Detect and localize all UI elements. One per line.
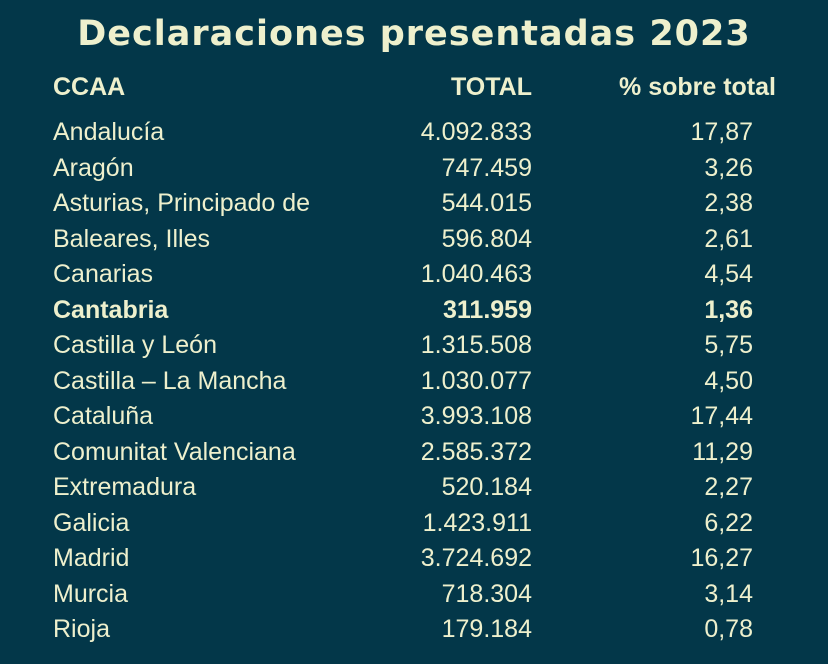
cell-ccaa: Murcia (53, 579, 129, 608)
cell-total: 1.315.508 (420, 331, 532, 359)
cell-total: 596.804 (441, 224, 532, 253)
table-row: Rioja 179.184 0,78 (0, 613, 828, 649)
cell-ccaa: Galicia (53, 508, 130, 537)
table-row: Aragón 747.459 3,26 (0, 152, 828, 188)
cell-total: 179.184 (441, 615, 532, 643)
cell-total: 1.040.463 (420, 260, 532, 288)
cell-ccaa: Asturias, Principado de (53, 189, 311, 217)
cell-total: 544.015 (441, 189, 532, 217)
cell-total: 311.959 (443, 295, 532, 324)
table-row: Andalucía 4.092.833 17,87 (0, 116, 828, 152)
table-row: Asturias, Principado de 544.015 2,38 (0, 187, 828, 223)
cell-total: 3.993.108 (420, 402, 532, 430)
cell-ccaa: Castilla – La Mancha (53, 366, 287, 395)
table-row: Baleares, Illes 596.804 2,61 (0, 223, 828, 259)
cell-total: 747.459 (441, 153, 532, 182)
cell-percent: 17,44 (690, 402, 753, 430)
cell-total: 718.304 (441, 579, 532, 608)
cell-total: 1.030.077 (420, 366, 532, 395)
cell-percent: 3,26 (704, 153, 753, 182)
table-row: Madrid 3.724.692 16,27 (0, 542, 828, 578)
table-row: Extremadura 520.184 2,27 (0, 471, 828, 507)
cell-percent: 4,54 (704, 260, 753, 288)
cell-percent: 1,36 (704, 295, 753, 324)
column-header-percent: % sobre total (619, 73, 776, 101)
cell-ccaa: Madrid (53, 544, 130, 572)
cell-total: 1.423.911 (422, 508, 532, 537)
cell-percent: 2,38 (704, 189, 753, 217)
cell-percent: 5,75 (704, 331, 753, 359)
column-header-ccaa: CCAA (53, 73, 126, 101)
column-header-total: TOTAL (450, 73, 532, 101)
cell-ccaa: Castilla y León (53, 331, 217, 359)
cell-ccaa: Cataluña (53, 402, 154, 430)
table-title: Declaraciones presentadas 2023 (77, 14, 751, 54)
cell-total: 520.184 (441, 473, 532, 501)
cell-percent: 6,22 (704, 508, 753, 537)
cell-total: 4.092.833 (420, 118, 532, 146)
cell-percent: 3,14 (704, 579, 753, 608)
cell-percent: 11,29 (692, 437, 753, 466)
table-row: Castilla y León 1.315.508 5,75 (0, 329, 828, 365)
table-row: Castilla – La Mancha 1.030.077 4,50 (0, 365, 828, 401)
cell-ccaa: Aragón (53, 153, 134, 182)
cell-ccaa: Cantabria (53, 295, 169, 324)
cell-total: 3.724.692 (420, 544, 532, 572)
cell-ccaa: Rioja (53, 615, 110, 643)
cell-ccaa: Extremadura (53, 473, 197, 501)
table-body: Andalucía 4.092.833 17,87 Aragón 747.459 3,26… (0, 116, 828, 649)
cell-ccaa: Andalucía (53, 118, 165, 146)
table-row: Comunitat Valenciana 2.585.372 11,29 (0, 436, 828, 472)
table-row: Galicia 1.423.911 6,22 (0, 507, 828, 543)
table-row: Murcia 718.304 3,14 (0, 578, 828, 614)
cell-ccaa: Baleares, Illes (53, 224, 211, 253)
cell-ccaa: Canarias (53, 260, 154, 288)
cell-percent: 17,87 (690, 118, 753, 146)
cell-percent: 16,27 (690, 544, 753, 572)
cell-total: 2.585.372 (420, 437, 532, 466)
cell-percent: 2,27 (704, 473, 753, 501)
cell-percent: 2,61 (704, 224, 753, 253)
table-row: Cantabria 311.959 1,36 (0, 294, 828, 330)
table-row: Canarias 1.040.463 4,54 (0, 258, 828, 294)
cell-percent: 0,78 (704, 615, 753, 643)
table-row: Cataluña 3.993.108 17,44 (0, 400, 828, 436)
cell-percent: 4,50 (704, 366, 753, 395)
cell-ccaa: Comunitat Valenciana (53, 437, 296, 466)
